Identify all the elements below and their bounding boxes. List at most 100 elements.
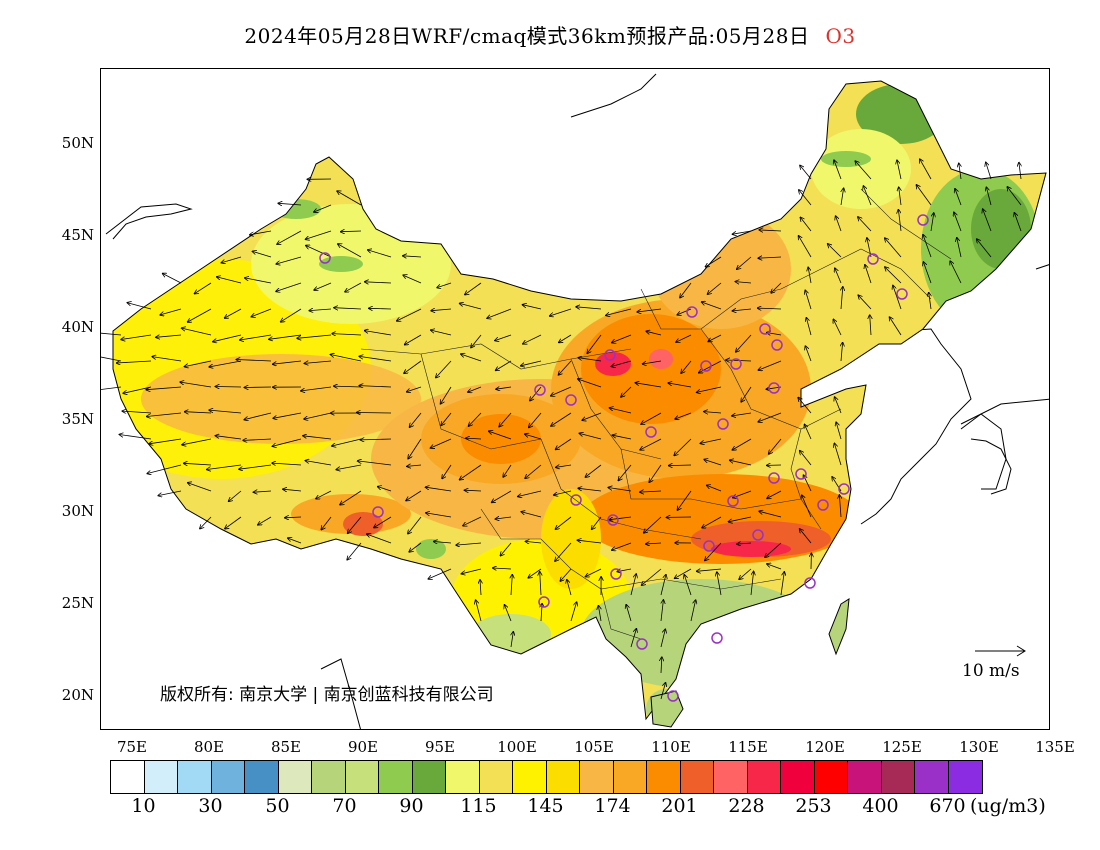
- wind-arrow: [511, 632, 513, 648]
- wind-arrow: [729, 516, 752, 522]
- station-marker: [607, 514, 619, 526]
- wind-arrow: [835, 397, 842, 414]
- wind-arrow: [409, 542, 422, 552]
- wind-arrow: [841, 287, 843, 310]
- wind-arrow: [461, 354, 482, 362]
- wind-arrow: [469, 412, 482, 426]
- wind-arrow: [489, 431, 512, 440]
- wind-arrow: [551, 386, 572, 396]
- wind-arrow: [526, 541, 542, 543]
- wind-arrow: [456, 543, 482, 545]
- wind-arrow: [503, 464, 512, 477]
- legend-swatch: [479, 761, 513, 793]
- station-marker: [700, 360, 712, 372]
- wind-arrow: [643, 360, 662, 364]
- wind-arrow: [959, 163, 961, 180]
- wind-arrow: [405, 334, 422, 345]
- wind-arrow: [834, 160, 842, 180]
- wind-arrow: [239, 464, 272, 469]
- wind-arrow: [697, 386, 722, 392]
- wind-arrow: [635, 383, 662, 388]
- wind-arrow: [630, 629, 636, 648]
- wind-arrow: [612, 435, 632, 440]
- legend-label: 145: [527, 795, 564, 817]
- wind-arrow: [147, 412, 182, 417]
- wind-arrow: [523, 305, 542, 310]
- wind-arrow: [127, 303, 152, 310]
- wind-arrow: [160, 308, 182, 315]
- wind-arrow: [273, 412, 302, 418]
- wind-arrow: [374, 516, 392, 528]
- wind-arrow: [493, 568, 512, 569]
- wind-arrow: [863, 186, 872, 206]
- wind-arrow: [899, 187, 901, 206]
- wind-arrow: [276, 282, 302, 291]
- legend-label: 201: [661, 795, 698, 817]
- lon-label-95e: 95E: [424, 738, 456, 756]
- legend-label: 228: [728, 795, 765, 817]
- wind-arrow: [297, 334, 332, 338]
- wind-arrow: [314, 204, 332, 212]
- wind-arrow: [660, 629, 665, 648]
- wind-arrow: [555, 542, 572, 561]
- station-marker: [319, 252, 331, 264]
- wind-arrow: [288, 538, 302, 544]
- wind-arrow: [200, 516, 212, 529]
- wind-arrow: [340, 490, 362, 505]
- wind-arrow: [121, 334, 152, 340]
- wind-arrow: [305, 461, 332, 466]
- wind-arrow: [898, 210, 902, 232]
- wind-arrow: [611, 360, 632, 367]
- wind-arrow: [736, 334, 752, 352]
- wind-arrow: [480, 580, 481, 596]
- wind-arrow: [705, 542, 722, 561]
- wind-arrow: [528, 568, 542, 578]
- lon-label-105e: 105E: [574, 738, 614, 756]
- wind-arrow: [554, 490, 572, 495]
- wind-arrow: [336, 464, 362, 470]
- wind-arrow: [758, 412, 782, 422]
- wind-arrow: [578, 488, 602, 492]
- wind-arrow: [209, 410, 242, 414]
- wind-arrow: [101, 356, 122, 362]
- wind-arrow: [518, 490, 542, 497]
- wind-arrow: [466, 438, 482, 439]
- wind-scale-label: 10 m/s: [962, 661, 1020, 681]
- wind-arrow: [733, 230, 752, 234]
- wind-arrow: [348, 516, 362, 533]
- station-marker: [771, 339, 783, 351]
- station-marker: [565, 394, 577, 406]
- wind-arrow: [834, 443, 842, 466]
- wind-arrow: [236, 360, 272, 362]
- wind-arrow: [332, 438, 362, 446]
- wind-arrow: [758, 257, 782, 258]
- wind-arrow: [406, 490, 422, 501]
- wind-arrow: [767, 564, 782, 570]
- station-marker: [636, 638, 648, 650]
- wind-arrow: [461, 568, 482, 574]
- wind-arrow: [890, 317, 902, 336]
- legend-swatch: [915, 761, 949, 793]
- wind-arrow: [741, 386, 752, 402]
- wind-arrow: [661, 657, 662, 674]
- legend-label: 10: [131, 795, 156, 817]
- wind-arrow: [244, 387, 272, 388]
- wind-arrow: [858, 295, 872, 310]
- wind-arrow: [358, 461, 392, 466]
- wind-arrow: [359, 386, 392, 387]
- station-marker: [817, 499, 829, 511]
- wind-arrow: [799, 236, 812, 258]
- lat-label-50n: 50N: [61, 134, 94, 152]
- lon-label-130e: 130E: [959, 738, 999, 756]
- lat-label-45n: 45N: [61, 226, 94, 244]
- wind-arrow: [986, 162, 992, 180]
- wind-arrow: [465, 490, 482, 491]
- wind-arrow: [369, 308, 392, 309]
- wind-arrow: [598, 606, 601, 622]
- wind-arrow: [426, 513, 452, 518]
- wind-arrow: [403, 256, 422, 257]
- wind-arrow: [555, 516, 572, 529]
- wind-arrow: [229, 490, 242, 501]
- wind-arrow: [592, 516, 602, 529]
- legend-label: 90: [399, 795, 424, 817]
